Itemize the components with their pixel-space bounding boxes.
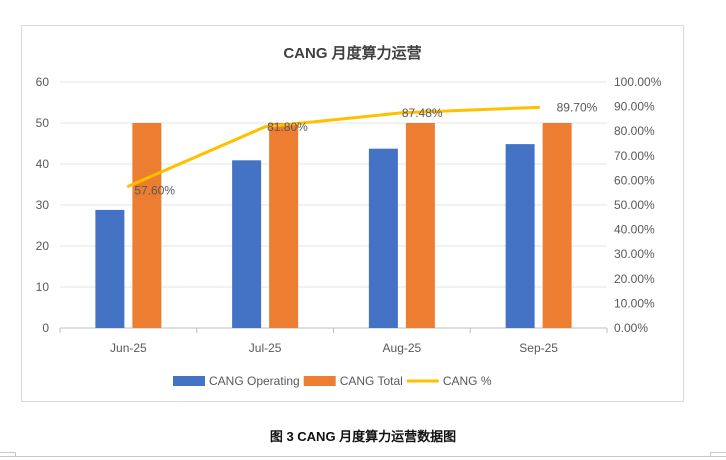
y2-axis-tick-label: 0.00% xyxy=(614,321,648,335)
y2-axis-tick-label: 50.00% xyxy=(614,198,655,212)
y2-axis-tick-label: 20.00% xyxy=(614,272,655,286)
chart-title: CANG 月度算力运营 xyxy=(283,45,422,62)
chart-plot-area: 0 10 20 30 40 50 60 0.00% 10.00% 20.00% 30.00% 40.0… xyxy=(36,75,662,388)
data-label: 57.60% xyxy=(134,183,175,197)
y2-axis-tick-label: 100.00% xyxy=(614,75,662,89)
page-divider xyxy=(0,456,726,457)
y-axis-tick-label: 40 xyxy=(36,157,50,171)
data-label: 87.48% xyxy=(402,106,443,120)
legend-label: CANG % xyxy=(443,374,492,388)
y2-axis-tick-label: 70.00% xyxy=(614,149,655,163)
y2-axis-tick-label: 90.00% xyxy=(614,100,655,114)
y2-axis-tick-label: 10.00% xyxy=(614,296,655,310)
x-axis-tick-label: Aug-25 xyxy=(383,341,422,355)
legend-label: CANG Total xyxy=(340,374,403,388)
bar-cang-total xyxy=(405,123,435,328)
bar-cang-operating xyxy=(505,144,535,328)
y2-axis-tick-label: 30.00% xyxy=(614,247,655,261)
y2-axis-tick-label: 60.00% xyxy=(614,173,655,187)
x-axis-tick-label: Jul-25 xyxy=(249,341,282,355)
bar-cang-operating xyxy=(232,160,262,328)
y-axis-tick-label: 10 xyxy=(36,280,50,294)
figure-caption: 图 3 CANG 月度算力运营数据图 xyxy=(269,429,457,444)
x-axis-tick-label: Sep-25 xyxy=(519,341,558,355)
legend-swatch xyxy=(173,376,205,386)
bar-cang-operating xyxy=(368,148,398,328)
bar-cang-operating xyxy=(95,209,125,328)
bar-cang-total xyxy=(132,123,162,328)
bar-cang-total xyxy=(542,123,572,328)
data-label: 89.70% xyxy=(557,100,598,114)
page-corner-mark-right xyxy=(710,452,726,457)
y-axis-tick-label: 20 xyxy=(36,239,50,253)
bar-cang-total xyxy=(269,123,299,328)
y2-axis-tick-label: 80.00% xyxy=(614,124,655,138)
legend-label: CANG Operating xyxy=(209,374,300,388)
y-axis-tick-label: 0 xyxy=(42,321,49,335)
x-axis-tick-label: Jun-25 xyxy=(110,341,147,355)
page-corner-mark-left xyxy=(0,452,16,457)
line-cang-percent xyxy=(126,105,541,188)
data-label: 81.80% xyxy=(267,120,308,134)
y2-axis-tick-label: 40.00% xyxy=(614,223,655,237)
legend-swatch xyxy=(303,376,336,386)
y-axis-tick-label: 30 xyxy=(36,198,50,212)
y-axis-tick-label: 50 xyxy=(36,116,50,130)
chart-frame: CANG 月度算力运营 0 10 20 30 40 50 60 0.00% 10.00% 20.0… xyxy=(21,25,684,402)
y-axis-tick-label: 60 xyxy=(36,75,50,89)
